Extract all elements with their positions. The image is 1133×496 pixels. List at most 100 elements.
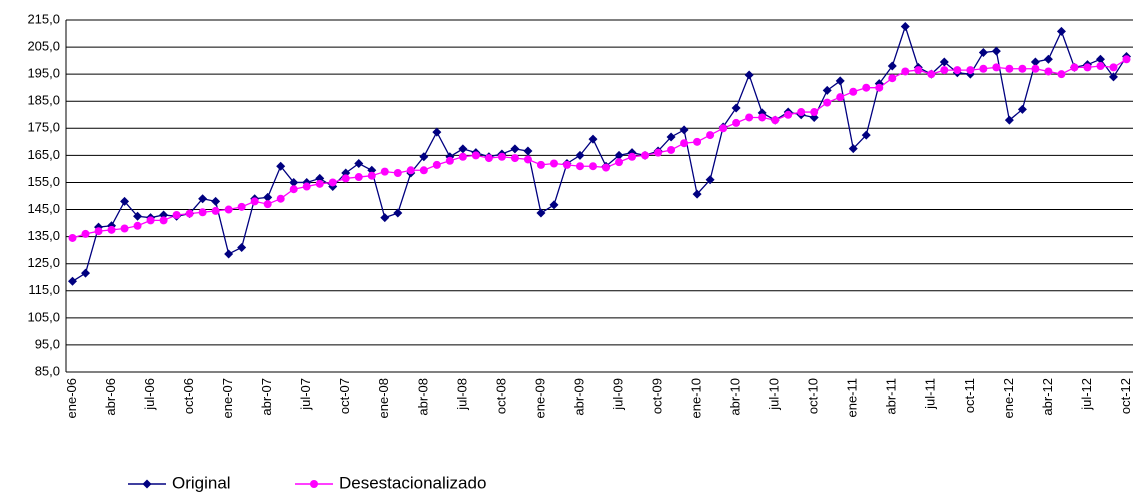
marker	[1095, 54, 1105, 64]
x-tick-label: ene-08	[376, 378, 391, 418]
marker	[276, 194, 285, 203]
marker	[966, 66, 975, 75]
x-tick-label: jul-12	[1079, 378, 1094, 411]
marker	[289, 185, 298, 194]
marker	[1005, 64, 1014, 73]
marker	[224, 249, 234, 259]
marker	[771, 116, 780, 125]
x-tick-label: oct-10	[806, 378, 821, 414]
marker	[614, 150, 624, 160]
x-tick-label: abr-09	[571, 378, 586, 416]
y-tick-label: 195,0	[27, 66, 60, 81]
x-tick-label: abr-12	[1040, 378, 1055, 416]
x-tick-label: oct-12	[1118, 378, 1133, 414]
marker	[185, 209, 194, 218]
marker	[745, 113, 754, 122]
marker	[953, 66, 962, 75]
marker	[848, 144, 858, 154]
marker	[159, 216, 168, 225]
marker	[901, 67, 910, 76]
legend-marker	[310, 480, 318, 488]
marker	[458, 152, 467, 161]
marker	[432, 127, 442, 137]
marker	[719, 124, 728, 133]
marker	[419, 152, 429, 162]
marker	[1018, 64, 1027, 73]
marker	[979, 64, 988, 73]
y-tick-label: 145,0	[27, 201, 60, 216]
marker	[758, 113, 767, 122]
marker	[1109, 63, 1118, 72]
x-tick-label: ene-07	[220, 378, 235, 418]
marker	[302, 182, 311, 191]
marker	[471, 151, 480, 160]
marker	[978, 47, 988, 57]
marker	[94, 227, 103, 236]
marker	[367, 171, 376, 180]
marker	[887, 61, 897, 71]
marker	[1096, 62, 1105, 71]
legend-label: Desestacionalizado	[339, 473, 486, 492]
marker	[914, 66, 923, 75]
marker	[549, 159, 558, 168]
marker	[237, 242, 247, 252]
y-tick-label: 115,0	[28, 282, 60, 297]
marker	[888, 74, 897, 83]
marker	[133, 211, 143, 221]
marker	[276, 161, 286, 171]
marker	[654, 148, 663, 157]
marker	[263, 192, 273, 202]
marker	[458, 144, 468, 154]
marker	[939, 57, 949, 67]
marker	[497, 152, 506, 161]
marker	[562, 160, 571, 169]
series-line	[72, 58, 1127, 239]
marker	[146, 216, 155, 225]
y-tick-label: 135,0	[27, 228, 60, 243]
marker	[549, 200, 559, 210]
marker	[1122, 55, 1131, 64]
marker	[289, 177, 299, 187]
marker	[1057, 70, 1066, 79]
marker	[784, 110, 793, 119]
marker	[615, 158, 624, 167]
x-tick-label: jul-10	[767, 378, 782, 411]
marker	[510, 154, 519, 163]
marker	[68, 276, 78, 286]
marker	[666, 132, 676, 142]
y-tick-label: 105,0	[27, 309, 60, 324]
marker	[680, 139, 689, 148]
marker	[510, 144, 520, 154]
marker	[315, 179, 324, 188]
y-tick-label: 185,0	[27, 93, 60, 108]
marker	[602, 163, 611, 172]
x-tick-label: oct-06	[181, 378, 196, 414]
marker	[849, 87, 858, 96]
marker	[991, 46, 1001, 56]
x-tick-label: abr-08	[415, 378, 430, 416]
marker	[211, 196, 221, 206]
marker	[667, 145, 676, 154]
x-tick-label: ene-10	[689, 378, 704, 418]
marker	[107, 225, 116, 234]
marker	[328, 178, 337, 187]
marker	[588, 134, 598, 144]
x-tick-label: oct-11	[962, 378, 977, 413]
marker	[1070, 63, 1079, 72]
marker	[120, 196, 130, 206]
marker	[835, 76, 845, 86]
marker	[419, 166, 428, 175]
x-tick-label: oct-08	[493, 378, 508, 414]
marker	[354, 159, 364, 169]
x-tick-label: jul-09	[610, 378, 625, 411]
x-tick-label: abr-07	[259, 378, 274, 416]
y-tick-label: 215,0	[27, 11, 60, 26]
y-tick-label: 165,0	[27, 147, 60, 162]
marker	[81, 229, 90, 238]
y-tick-label: 125,0	[27, 255, 60, 270]
legend-marker	[142, 479, 152, 489]
marker	[172, 210, 181, 219]
marker	[81, 268, 91, 278]
marker	[1044, 67, 1053, 76]
